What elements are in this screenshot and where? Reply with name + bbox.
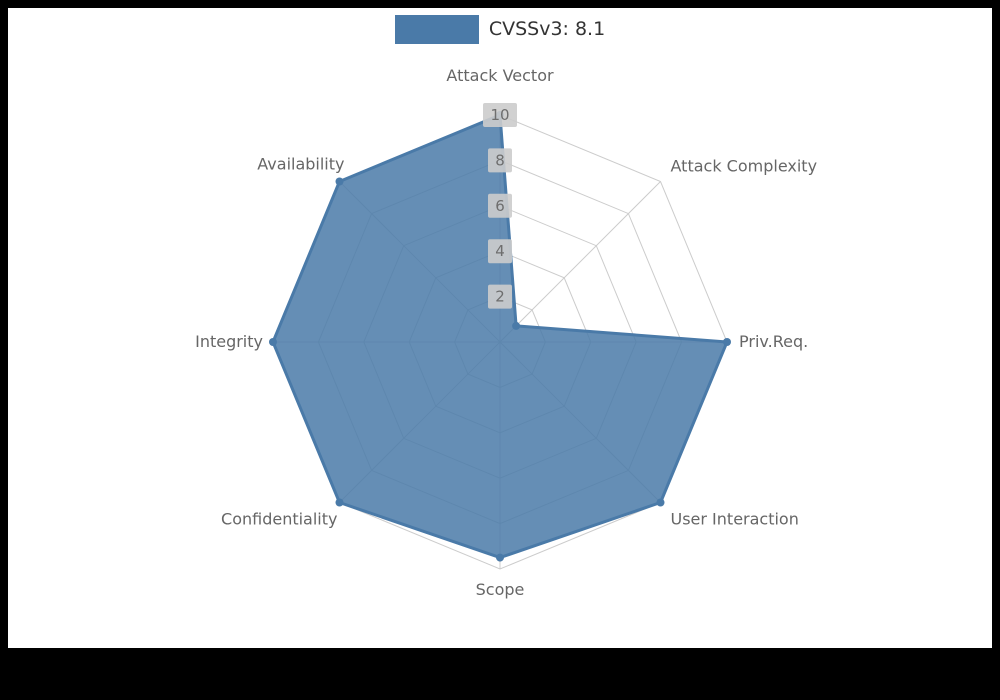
axis-label-attack-complexity: Attack Complexity [671, 157, 818, 176]
tick-label: 10 [490, 106, 509, 124]
chart-legend[interactable]: CVSSv3: 8.1 [8, 14, 992, 44]
axis-label-user-interaction: User Interaction [671, 510, 799, 529]
axis-label-priv-req: Priv.Req. [739, 332, 808, 351]
radar-vertex-dot [335, 498, 344, 507]
tick-backdrop [488, 284, 512, 309]
tick-backdrop [483, 103, 517, 127]
tick-backdrop [488, 239, 512, 264]
radar-vertex-dot [496, 553, 504, 562]
axis-label-attack-vector: Attack Vector [446, 66, 554, 85]
tick-label: 6 [495, 197, 505, 215]
radar-vertex-dot [656, 498, 665, 507]
legend-swatch [394, 14, 479, 44]
radar-vertex-dot [269, 338, 277, 346]
legend-label: CVSSv3: 8.1 [488, 17, 606, 40]
axis-label-availability: Availability [257, 155, 344, 174]
chart-canvas: CVSSv3: 8.1 2 4 6 8 10 Attack Vector Attack Co… [8, 8, 992, 648]
tick-backdrop [488, 193, 512, 218]
axis-label-confidentiality: Confidentiality [221, 510, 337, 529]
radar-vertex-dot [723, 338, 731, 346]
tick-label: 4 [495, 242, 505, 260]
radar-vertex-dot [335, 177, 344, 186]
radar-vertex-dot [512, 321, 521, 330]
tick-label: 8 [495, 151, 505, 169]
tick-label: 2 [495, 288, 505, 306]
radar-axis-line [499, 181, 661, 343]
radar-chart: 2 4 6 8 10 Attack Vector Attack Complexity Priv… [195, 66, 818, 599]
axis-label-integrity: Integrity [195, 332, 263, 351]
axis-label-scope: Scope [476, 580, 525, 599]
tick-backdrop [488, 148, 512, 173]
